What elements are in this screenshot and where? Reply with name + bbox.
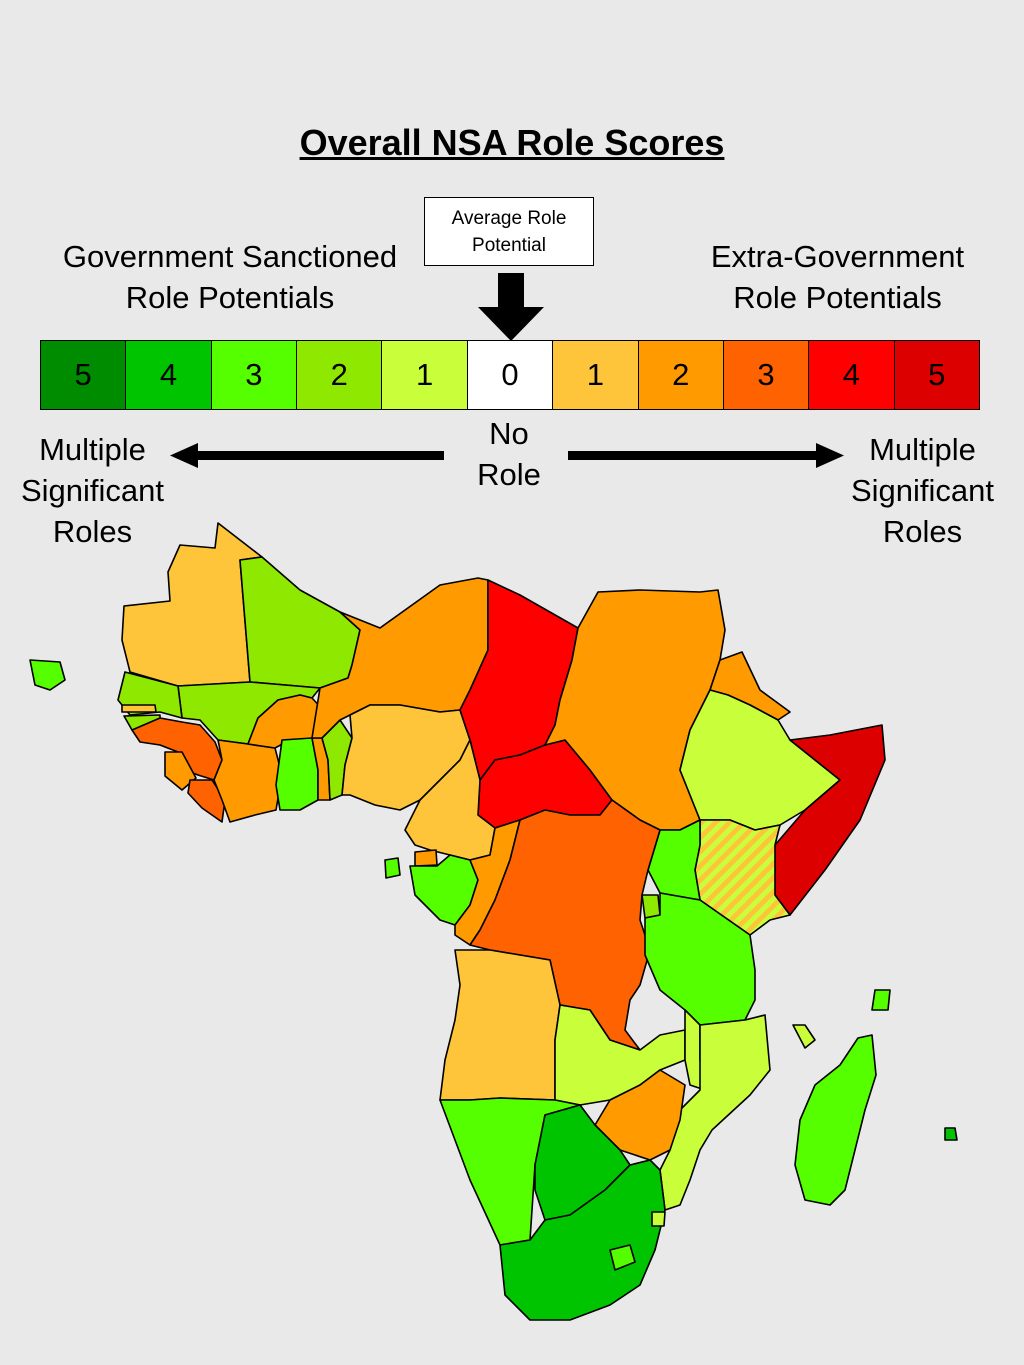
scale-cell-label: 3 xyxy=(245,357,263,392)
region-equatorial-guinea xyxy=(414,849,438,867)
no-role-label: No Role xyxy=(449,413,569,495)
scale-cell-label: 4 xyxy=(842,357,861,392)
region-morocco xyxy=(121,522,263,687)
government-label-line1: Government Sanctioned xyxy=(62,239,398,274)
right-end-line1: Multiple xyxy=(869,432,976,467)
scale-cell-extra-1: 1 xyxy=(553,341,639,409)
region-uganda xyxy=(647,819,701,901)
right-end-line3: Roles xyxy=(882,514,963,549)
region-rwanda xyxy=(641,894,661,919)
scale-cell-label: 4 xyxy=(159,357,178,392)
region-angola xyxy=(439,949,561,1101)
government-label-line2: Role Potentials xyxy=(125,280,335,315)
scale-cell-gov-1: 1 xyxy=(382,341,468,409)
average-role-potential-box: Average Role Potential xyxy=(424,197,594,266)
scale-cell-gov-4: 4 xyxy=(126,341,212,409)
region-algeria xyxy=(239,556,361,689)
scale-cell-label: 2 xyxy=(672,357,690,392)
no-role-line2: Role xyxy=(477,457,541,492)
scale-cell-gov-3: 3 xyxy=(211,341,298,409)
region-gambia xyxy=(121,704,157,713)
extra-government-label: Extra-Government Role Potentials xyxy=(640,236,1024,318)
region-sao-tome xyxy=(384,857,401,879)
down-arrow-icon xyxy=(478,273,544,341)
scale-cell-label: 1 xyxy=(415,357,434,392)
scale-cell-label: 5 xyxy=(74,357,92,392)
scale-cell-label: 3 xyxy=(757,357,775,392)
scale-cell-gov-5: 5 xyxy=(41,341,127,409)
scale-cell-label: 2 xyxy=(330,357,348,392)
extra-government-label-line2: Role Potentials xyxy=(733,280,942,315)
scale-cell-label: 1 xyxy=(586,357,604,392)
chart-title: Overall NSA Role Scores xyxy=(299,122,725,163)
no-role-line1: No xyxy=(489,416,529,451)
region-south-africa xyxy=(499,1159,666,1321)
left-end-label: Multiple Significant Roles xyxy=(0,429,185,552)
scale-cell-extra-3: 3 xyxy=(723,341,810,409)
left-arrow-icon xyxy=(170,443,444,468)
region-lesotho xyxy=(609,1244,636,1271)
right-end-line2: Significant xyxy=(850,473,995,508)
region-madagascar xyxy=(794,1034,877,1206)
scale-cell-label: 5 xyxy=(928,357,946,392)
region-seychelles xyxy=(871,989,891,1011)
region-ethiopia xyxy=(679,689,841,831)
region-drc xyxy=(469,799,661,1051)
scale-cell-gov-2: 2 xyxy=(297,341,383,409)
region-somalia xyxy=(774,724,886,916)
left-end-line1: Multiple xyxy=(39,432,146,467)
region-mauritius xyxy=(944,1127,958,1141)
left-end-line3: Roles xyxy=(52,514,133,549)
scale-cell-extra-2: 2 xyxy=(638,341,724,409)
right-arrow-icon xyxy=(568,443,844,468)
region-liberia xyxy=(187,779,226,823)
government-sanctioned-label: Government Sanctioned Role Potentials xyxy=(30,236,430,318)
region-cape-verde xyxy=(29,659,66,691)
region-ghana xyxy=(275,737,319,811)
scale-cell-extra-4: 4 xyxy=(809,341,895,409)
average-box-line1: Average Role xyxy=(451,208,567,229)
average-box-line2: Potential xyxy=(472,235,546,256)
scale-cell-label: 0 xyxy=(501,357,519,392)
region-comoros xyxy=(792,1024,816,1049)
scale-cell-0: 0 xyxy=(467,341,554,409)
direction-arrows xyxy=(170,443,844,468)
right-end-label: Multiple Significant Roles xyxy=(830,429,1015,552)
score-scale-bar: 5 4 3 2 1 0 1 2 3 4 5 xyxy=(40,340,980,410)
left-end-line2: Significant xyxy=(20,473,165,508)
extra-government-label-line1: Extra-Government xyxy=(710,239,965,274)
scale-cell-extra-5: 5 xyxy=(894,341,979,409)
region-swaziland xyxy=(651,1211,666,1227)
